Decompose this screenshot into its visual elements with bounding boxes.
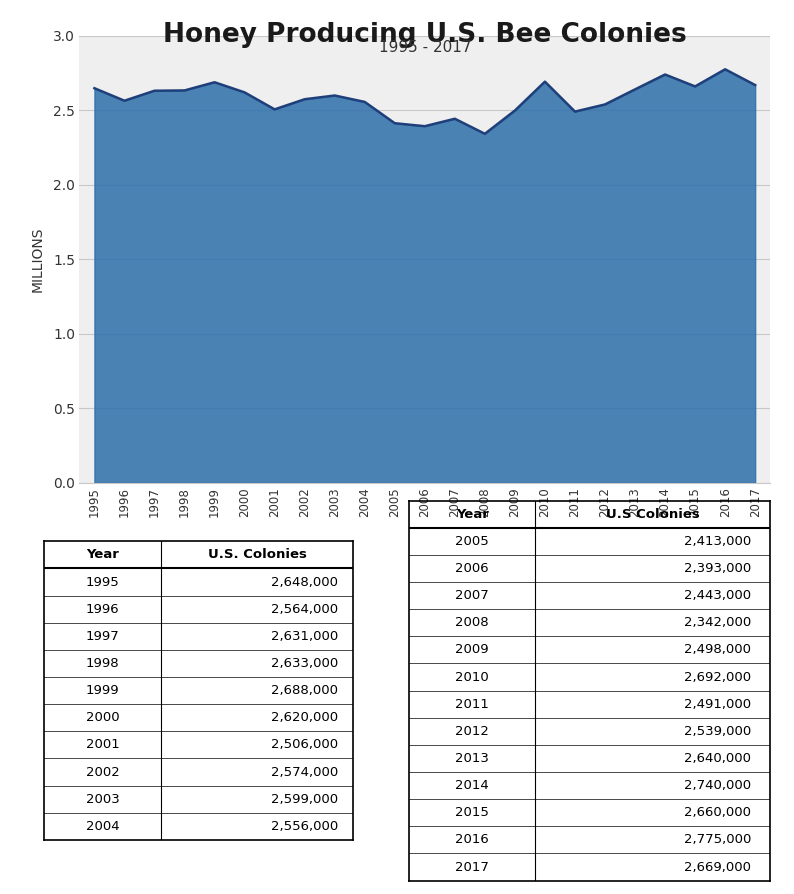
Text: 2014: 2014 xyxy=(455,779,489,792)
Text: U.S Colonies: U.S Colonies xyxy=(606,508,700,520)
Text: 2011: 2011 xyxy=(455,697,489,711)
Text: 2,413,000: 2,413,000 xyxy=(684,535,751,548)
Text: 2,393,000: 2,393,000 xyxy=(684,562,751,575)
Text: 2,342,000: 2,342,000 xyxy=(684,616,751,629)
Text: 2017: 2017 xyxy=(455,861,489,873)
Text: 2003: 2003 xyxy=(86,793,119,805)
Text: 2005: 2005 xyxy=(455,535,489,548)
Text: 2,660,000: 2,660,000 xyxy=(684,806,751,819)
Text: 1998: 1998 xyxy=(86,657,119,670)
Text: 2,740,000: 2,740,000 xyxy=(684,779,751,792)
Text: 2015: 2015 xyxy=(455,806,489,819)
Text: 2,648,000: 2,648,000 xyxy=(271,576,338,588)
Text: 2,631,000: 2,631,000 xyxy=(271,630,338,643)
Text: 1995 - 2017: 1995 - 2017 xyxy=(379,40,471,55)
Text: 2002: 2002 xyxy=(86,765,119,779)
Text: Year: Year xyxy=(86,548,119,561)
Text: 2012: 2012 xyxy=(455,725,489,738)
Text: 1997: 1997 xyxy=(86,630,119,643)
Text: 2006: 2006 xyxy=(455,562,489,575)
Text: 2007: 2007 xyxy=(455,589,489,603)
Text: 2008: 2008 xyxy=(455,616,489,629)
Text: 2,556,000: 2,556,000 xyxy=(271,820,338,833)
Text: 2,539,000: 2,539,000 xyxy=(684,725,751,738)
Text: 2013: 2013 xyxy=(455,752,489,765)
Text: 2,640,000: 2,640,000 xyxy=(684,752,751,765)
Text: 2,506,000: 2,506,000 xyxy=(271,738,338,751)
Text: 1999: 1999 xyxy=(86,684,119,697)
Text: 2,574,000: 2,574,000 xyxy=(271,765,338,779)
Text: 2,599,000: 2,599,000 xyxy=(271,793,338,805)
Text: 2,498,000: 2,498,000 xyxy=(684,644,751,656)
Text: 2,443,000: 2,443,000 xyxy=(684,589,751,603)
Text: 2001: 2001 xyxy=(86,738,119,751)
Text: U.S. Colonies: U.S. Colonies xyxy=(208,548,306,561)
Text: 2,775,000: 2,775,000 xyxy=(684,833,751,847)
Text: 2,669,000: 2,669,000 xyxy=(684,861,751,873)
Text: 2,633,000: 2,633,000 xyxy=(271,657,338,670)
Text: 2010: 2010 xyxy=(455,670,489,684)
Text: 2,688,000: 2,688,000 xyxy=(271,684,338,697)
Y-axis label: MILLIONS: MILLIONS xyxy=(31,226,45,292)
Text: 2,564,000: 2,564,000 xyxy=(271,603,338,616)
Text: 2016: 2016 xyxy=(455,833,489,847)
Text: Year: Year xyxy=(456,508,488,520)
Text: 2,620,000: 2,620,000 xyxy=(271,712,338,724)
Text: 2009: 2009 xyxy=(455,644,489,656)
Text: 1995: 1995 xyxy=(86,576,119,588)
Text: 2,491,000: 2,491,000 xyxy=(684,697,751,711)
Text: Honey Producing U.S. Bee Colonies: Honey Producing U.S. Bee Colonies xyxy=(163,22,687,48)
Text: 2004: 2004 xyxy=(86,820,119,833)
Text: 2000: 2000 xyxy=(86,712,119,724)
Text: 1996: 1996 xyxy=(86,603,119,616)
Text: 2,692,000: 2,692,000 xyxy=(684,670,751,684)
